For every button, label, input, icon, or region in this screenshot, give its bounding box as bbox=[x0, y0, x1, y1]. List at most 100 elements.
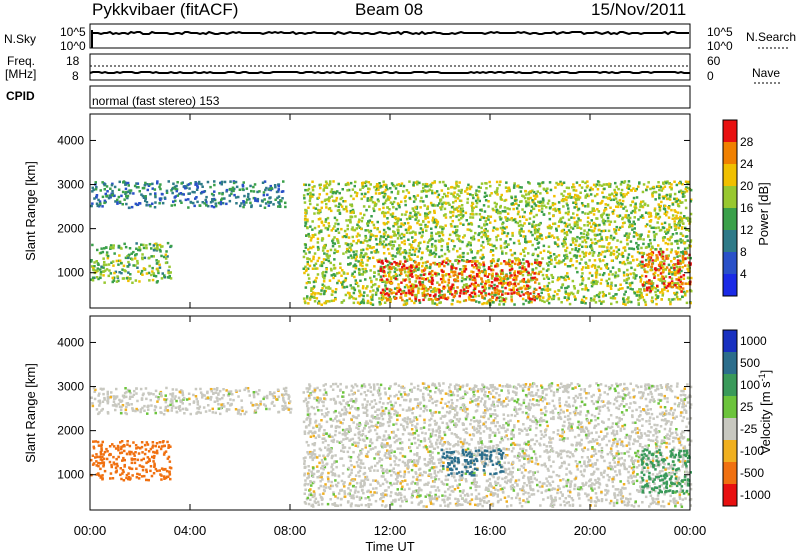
data-cell bbox=[422, 220, 425, 223]
data-cell bbox=[679, 232, 683, 236]
data-cell bbox=[455, 180, 458, 184]
data-cell bbox=[578, 237, 582, 240]
data-cell bbox=[327, 222, 330, 225]
data-cell bbox=[640, 246, 643, 250]
data-cell bbox=[111, 182, 114, 186]
data-cell bbox=[596, 180, 600, 183]
data-cell bbox=[150, 255, 153, 258]
data-cell bbox=[649, 268, 652, 272]
data-cell bbox=[689, 212, 693, 216]
data-cell bbox=[594, 279, 597, 283]
data-cell bbox=[471, 202, 475, 206]
data-cell bbox=[500, 299, 503, 303]
data-cell bbox=[425, 183, 429, 186]
data-cell bbox=[417, 267, 421, 270]
data-cell bbox=[548, 224, 551, 227]
data-cell bbox=[581, 204, 585, 207]
data-cell bbox=[349, 203, 352, 206]
data-cell bbox=[527, 192, 531, 196]
data-cell bbox=[158, 263, 161, 266]
data-cell bbox=[487, 267, 491, 271]
data-cell bbox=[542, 277, 546, 280]
data-cell bbox=[507, 292, 510, 295]
data-cell bbox=[411, 283, 414, 286]
data-cell bbox=[469, 243, 472, 247]
data-cell bbox=[650, 280, 653, 283]
data-cell bbox=[325, 258, 328, 261]
data-cell bbox=[638, 208, 641, 212]
data-cell bbox=[277, 195, 281, 198]
data-cell bbox=[375, 243, 379, 246]
data-cell bbox=[626, 258, 629, 262]
data-cell bbox=[425, 190, 428, 193]
data-cell bbox=[428, 253, 431, 257]
data-cell bbox=[642, 242, 645, 246]
data-cell bbox=[663, 185, 667, 188]
data-cell bbox=[432, 287, 435, 291]
data-cell bbox=[103, 199, 107, 203]
data-cell bbox=[140, 269, 144, 273]
data-cell bbox=[547, 297, 550, 301]
data-cell bbox=[452, 193, 455, 196]
data-cell bbox=[435, 298, 438, 301]
data-cell bbox=[156, 243, 159, 247]
data-cell bbox=[321, 249, 325, 252]
data-cell bbox=[484, 227, 487, 231]
data-cell bbox=[458, 247, 462, 250]
data-cell bbox=[366, 224, 370, 227]
data-cell bbox=[458, 300, 462, 304]
data-cell bbox=[148, 264, 151, 268]
data-cell bbox=[430, 189, 434, 193]
data-cell bbox=[96, 267, 99, 270]
data-cell bbox=[643, 288, 646, 291]
data-cell bbox=[584, 205, 587, 208]
data-cell bbox=[658, 215, 662, 219]
data-cell bbox=[608, 277, 611, 281]
data-cell bbox=[127, 256, 130, 260]
data-cell bbox=[400, 232, 404, 236]
data-cell bbox=[538, 296, 542, 300]
data-cell bbox=[656, 258, 659, 261]
data-cell bbox=[371, 298, 374, 301]
data-cell bbox=[392, 266, 395, 269]
data-cell bbox=[231, 186, 235, 189]
data-cell bbox=[169, 400, 173, 403]
data-cell bbox=[371, 234, 375, 237]
data-cell bbox=[428, 266, 432, 270]
data-cell bbox=[370, 246, 374, 250]
data-cell bbox=[622, 271, 626, 274]
data-cell bbox=[408, 225, 411, 228]
data-cell bbox=[621, 287, 624, 290]
data-cell bbox=[176, 181, 179, 184]
data-cell bbox=[135, 247, 138, 250]
data-cell bbox=[656, 221, 659, 224]
data-cell bbox=[206, 391, 209, 395]
data-cell bbox=[417, 211, 420, 214]
data-cell bbox=[436, 272, 439, 275]
data-cell bbox=[530, 300, 533, 304]
data-cell bbox=[442, 294, 445, 298]
data-cell bbox=[421, 230, 424, 234]
data-cell bbox=[685, 190, 689, 193]
data-cell bbox=[514, 284, 517, 288]
data-cell bbox=[469, 229, 473, 233]
data-cell bbox=[658, 253, 662, 256]
data-cell bbox=[606, 236, 609, 239]
data-cell bbox=[415, 247, 418, 251]
data-cell bbox=[551, 275, 554, 279]
data-cell bbox=[499, 180, 502, 183]
data-cell bbox=[167, 180, 170, 183]
data-cell bbox=[552, 222, 555, 226]
data-cell bbox=[584, 286, 588, 290]
data-cell bbox=[225, 408, 229, 411]
data-cell bbox=[384, 292, 387, 296]
data-cell bbox=[501, 226, 505, 229]
data-cell bbox=[180, 182, 183, 185]
data-cell bbox=[103, 396, 106, 400]
data-cell bbox=[137, 248, 140, 252]
data-cell bbox=[568, 194, 572, 198]
data-cell bbox=[614, 271, 618, 274]
data-cell bbox=[670, 188, 673, 191]
data-cell bbox=[497, 289, 501, 293]
data-cell bbox=[491, 296, 495, 299]
